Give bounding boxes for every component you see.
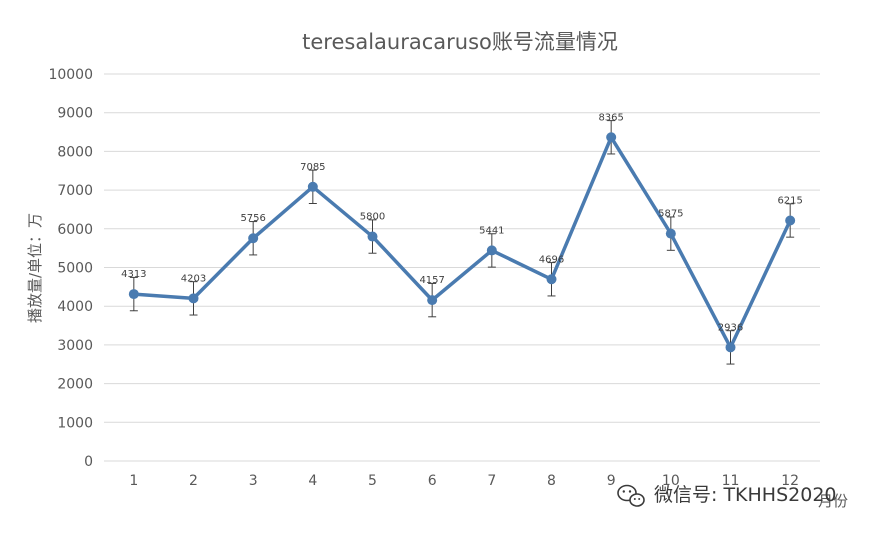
wechat-icon [617,484,645,507]
data-point [665,228,676,239]
data-point [367,231,378,242]
x-tick-labels: 1 2 3 4 5 6 7 8 9 10 11 12 [129,473,799,489]
data-point [606,132,617,143]
watermark: 微信号: TKHHS2020 [617,484,837,507]
y-tick-label: 8000 [57,144,93,160]
watermark-text: 微信号: TKHHS2020 [654,484,837,506]
y-tick-label: 1000 [57,415,93,431]
x-tick-label: 7 [487,473,496,489]
x-tick-label: 6 [428,473,437,489]
x-tick-label: 10 [662,473,680,489]
data-label: 5756 [240,213,265,224]
data-labels: 4313 4203 5756 7085 5800 4157 5441 4696 8365 5875… [121,112,803,333]
data-point [307,181,318,192]
x-tick-label: 8 [547,473,556,489]
data-label: 4313 [121,269,146,280]
x-tick-label: 11 [722,473,740,489]
data-point [128,289,139,300]
data-label: 5800 [360,212,385,223]
y-tick-label: 2000 [57,377,93,393]
data-label: 4696 [539,254,564,265]
data-label: 4203 [181,273,206,284]
data-point [725,342,736,353]
y-tick-labels: 0 1000 2000 3000 4000 5000 6000 7000 8000 9000 100… [48,67,93,470]
data-label: 8365 [598,112,623,123]
y-tick-label: 5000 [57,261,93,277]
series-line [132,135,792,350]
y-tick-label: 3000 [57,338,93,354]
data-point [546,274,557,285]
x-axis-label: 月份 [818,492,848,510]
data-point [785,215,796,226]
y-tick-label: 6000 [57,222,93,238]
data-label: 5441 [479,225,504,236]
gridlines [104,73,820,462]
y-tick-label: 7000 [57,183,93,199]
data-label: 4157 [419,275,444,286]
data-label: 6215 [777,195,802,206]
chart-title: teresalauracaruso账号流量情况 [302,30,618,54]
y-tick-label: 0 [84,454,93,470]
data-label: 7085 [300,162,325,173]
x-tick-label: 12 [781,473,799,489]
data-point [188,293,199,304]
y-tick-label: 10000 [48,67,93,83]
data-points [128,132,796,353]
data-point [427,295,438,306]
data-point [486,245,497,256]
series-line-path [132,135,792,350]
x-tick-label: 9 [607,473,616,489]
y-tick-label: 4000 [57,299,93,315]
x-tick-label: 3 [249,473,258,489]
x-tick-label: 5 [368,473,377,489]
x-tick-label: 2 [189,473,198,489]
data-label: 2936 [718,322,743,333]
data-point [248,233,259,244]
x-tick-label: 1 [129,473,138,489]
y-axis-label: 播放量/单位：万 [26,213,44,323]
error-bars [129,120,795,365]
x-tick-label: 4 [308,473,317,489]
y-tick-label: 9000 [57,106,93,122]
data-label: 5875 [658,209,683,220]
